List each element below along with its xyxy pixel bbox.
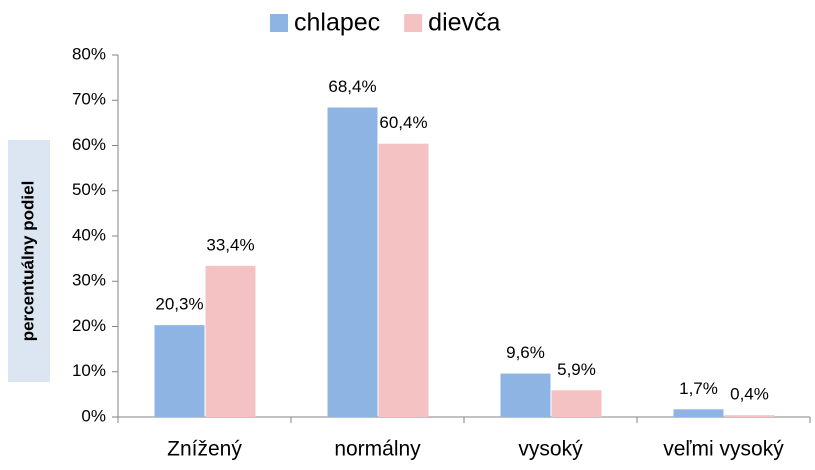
value-label: 1,7% (679, 379, 718, 398)
ylabel-box (8, 140, 50, 382)
y-axis-label: percentuálny podiel (18, 181, 37, 342)
bar (551, 390, 602, 417)
value-label: 0,4% (730, 385, 769, 404)
x-tick-label: veľmi vysoký (663, 438, 784, 461)
y-tick-label: 10% (72, 361, 106, 380)
value-label: 33,4% (206, 235, 254, 254)
legend-swatch (270, 14, 288, 32)
y-tick-label: 50% (72, 180, 106, 199)
x-tick-label: normálny (334, 438, 421, 461)
y-tick-label: 0% (81, 406, 106, 425)
value-label: 20,3% (155, 295, 203, 314)
bar (378, 143, 429, 417)
bar (154, 325, 205, 417)
bar (205, 265, 256, 417)
y-tick-label: 70% (72, 90, 106, 109)
y-tick-label: 20% (72, 316, 106, 335)
y-tick-label: 60% (72, 135, 106, 154)
value-label: 9,6% (506, 343, 545, 362)
bar (327, 107, 378, 418)
y-tick-label: 80% (72, 44, 106, 63)
y-tick-label: 30% (72, 271, 106, 290)
bar (673, 409, 724, 417)
x-tick-label: Znížený (167, 438, 242, 461)
y-tick-label: 40% (72, 225, 106, 244)
bar (500, 373, 551, 417)
legend-label: chlapec (294, 9, 380, 37)
value-label: 5,9% (557, 360, 596, 379)
x-tick-label: vysoký (518, 438, 583, 461)
legend-label: dievča (428, 9, 500, 37)
legend-swatch (404, 14, 423, 32)
value-label: 68,4% (328, 77, 376, 96)
bar (724, 415, 775, 417)
value-label: 60,4% (379, 113, 427, 132)
